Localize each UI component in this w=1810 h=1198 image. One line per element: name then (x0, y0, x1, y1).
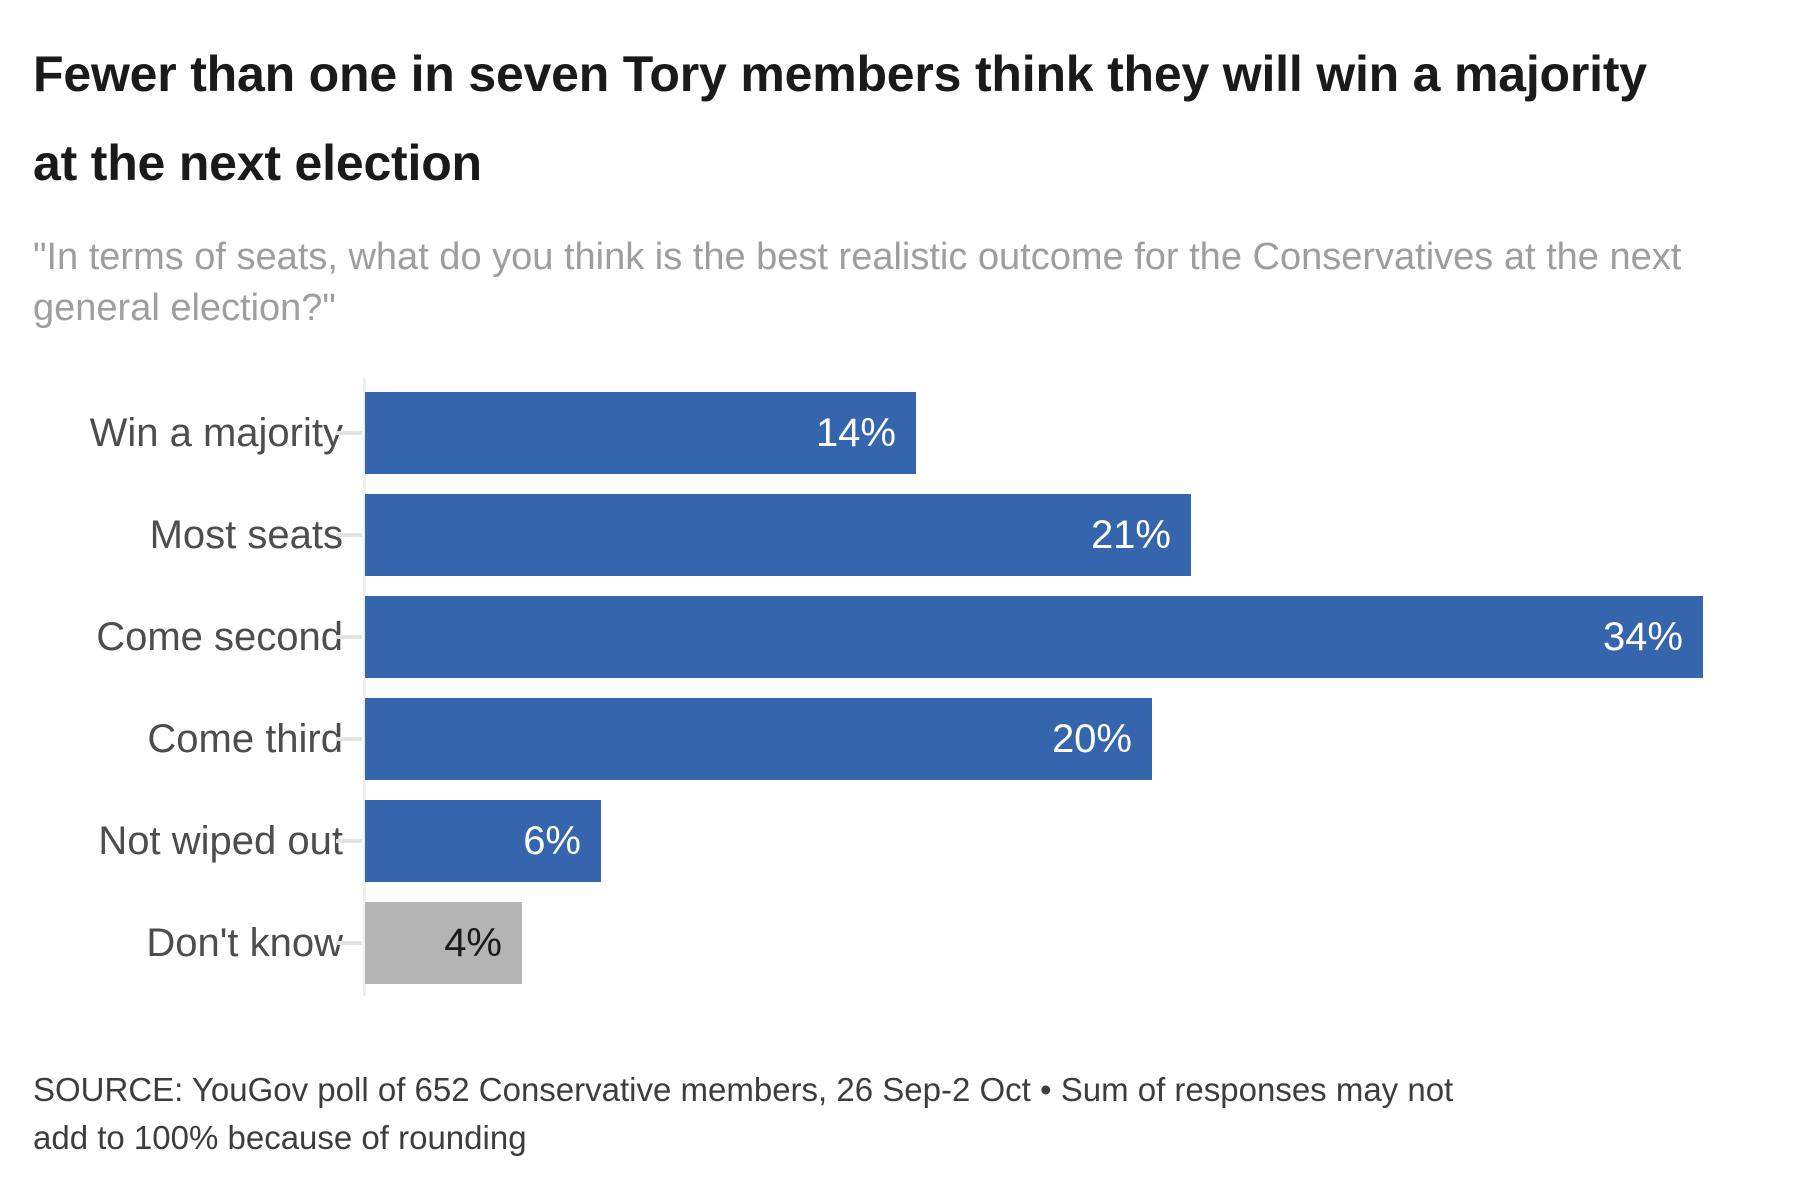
category-label: Don't know (146, 921, 343, 965)
chart-title: Fewer than one in seven Tory members thi… (33, 46, 1647, 191)
axis-line (363, 378, 366, 996)
bar-value-label: 14% (815, 410, 896, 455)
axis-tick (336, 698, 365, 780)
bar-value-label: 4% (444, 920, 502, 965)
axis-tick (336, 902, 365, 984)
chart-row: Come third 20% (33, 698, 1773, 780)
bar-value-label: 21% (1090, 512, 1171, 557)
category-label: Most seats (149, 513, 343, 557)
chart-row: Not wiped out 6% (33, 800, 1773, 882)
chart-subtitle: "In terms of seats, what do you think is… (33, 236, 1682, 329)
axis-tick (336, 494, 365, 576)
bar: 34% (365, 596, 1703, 678)
category-label: Come third (147, 717, 343, 761)
axis-tick (336, 596, 365, 678)
bar: 20% (365, 698, 1152, 780)
category-label: Win a majority (89, 411, 343, 455)
bar: 21% (365, 494, 1191, 576)
axis-tick (336, 800, 365, 882)
bar: 6% (365, 800, 601, 882)
category-label: Come second (96, 615, 343, 659)
bar: 14% (365, 392, 916, 474)
bar: 4% (365, 902, 522, 984)
source-note: SOURCE: YouGov poll of 652 Conservative … (33, 1071, 1454, 1156)
axis-tick (336, 392, 365, 474)
bar-value-label: 34% (1602, 614, 1683, 659)
chart-row: Most seats 21% (33, 494, 1773, 576)
bar-chart: Win a majority 14% Most seats 21% Come secon… (33, 378, 1773, 996)
category-label: Not wiped out (98, 819, 343, 863)
chart-row: Come second 34% (33, 596, 1773, 678)
chart-row: Win a majority 14% (33, 392, 1773, 474)
bar-value-label: 6% (523, 818, 581, 863)
chart-row: Don't know 4% (33, 902, 1773, 984)
bar-value-label: 20% (1051, 716, 1132, 761)
